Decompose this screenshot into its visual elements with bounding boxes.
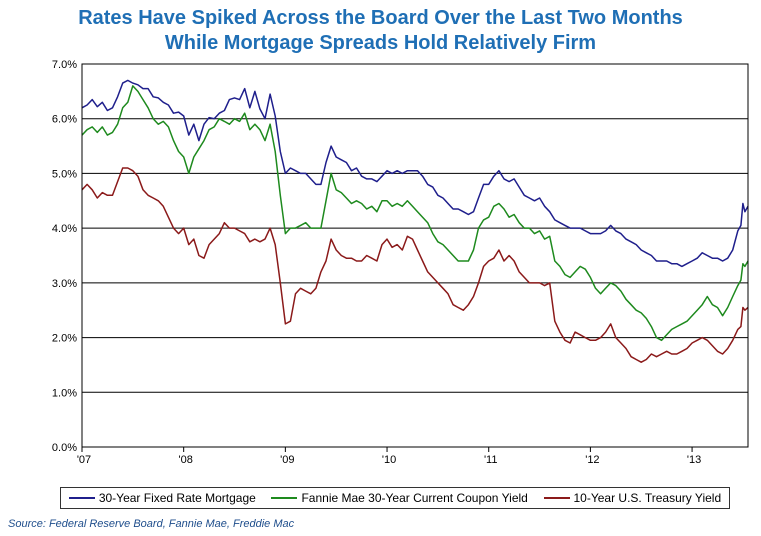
legend-label-fannie-mae: Fannie Mae 30-Year Current Coupon Yield: [301, 491, 528, 505]
y-tick-label: 3.0%: [52, 278, 77, 290]
x-tick-label: '09: [280, 454, 294, 466]
chart-title: Rates Have Spiked Across the Board Over …: [0, 6, 761, 56]
legend-swatch-mortgage: [68, 497, 95, 499]
x-tick-label: '08: [179, 454, 193, 466]
plot-frame: [81, 63, 749, 448]
x-tick-label: '10: [382, 454, 396, 466]
x-tick-label: '12: [585, 454, 599, 466]
legend-item-fannie-mae: Fannie Mae 30-Year Current Coupon Yield: [271, 491, 528, 505]
x-tick-label: '11: [484, 454, 498, 466]
y-tick-label: 2.0%: [52, 333, 77, 345]
x-tick-label: '13: [687, 454, 701, 466]
x-tick-label: '07: [77, 454, 91, 466]
series-line-treasury: [81, 167, 749, 363]
y-tick-label: 1.0%: [52, 387, 77, 399]
chart-title-line-2: While Mortgage Spreads Hold Relatively F…: [164, 32, 597, 54]
chart-legend: 30-Year Fixed Rate Mortgage Fannie Mae 3…: [60, 487, 730, 509]
legend-swatch-treasury: [543, 497, 570, 499]
y-tick-label: 5.0%: [52, 168, 77, 180]
series-line-fannie-mae: [81, 85, 749, 342]
y-tick-label: 0.0%: [52, 442, 77, 454]
y-tick-label: 7.0%: [52, 59, 77, 71]
y-tick-label: 6.0%: [52, 114, 77, 126]
series-line-mortgage: [81, 79, 749, 268]
y-tick-label: 4.0%: [52, 223, 77, 235]
legend-item-treasury: 10-Year U.S. Treasury Yield: [543, 491, 722, 505]
source-note: Source: Federal Reserve Board, Fannie Ma…: [8, 518, 295, 530]
chart-title-line-1: Rates Have Spiked Across the Board Over …: [78, 7, 683, 29]
legend-swatch-fannie-mae: [271, 497, 298, 499]
legend-label-mortgage: 30-Year Fixed Rate Mortgage: [98, 491, 256, 505]
legend-label-treasury: 10-Year U.S. Treasury Yield: [573, 491, 722, 505]
legend-item-mortgage: 30-Year Fixed Rate Mortgage: [68, 491, 256, 505]
